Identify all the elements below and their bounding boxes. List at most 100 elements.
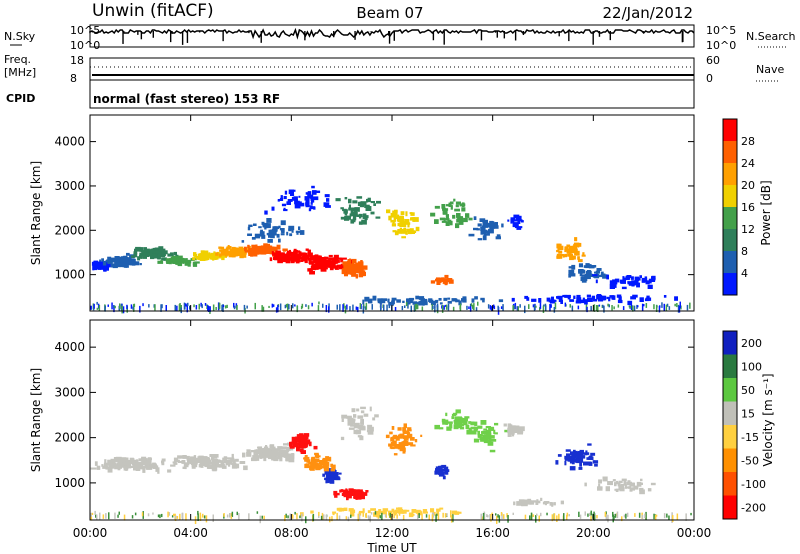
- scatter-cell: [466, 429, 472, 435]
- scatter-cell: [93, 263, 96, 268]
- scatter-cell: [372, 295, 377, 301]
- ground-scatter-cell: [410, 305, 412, 312]
- scatter-cell: [609, 280, 616, 284]
- scatter-cell: [399, 444, 404, 450]
- scatter-cell: [392, 510, 397, 514]
- velocity-cbar-segment: [723, 354, 737, 378]
- scatter-cell: [577, 455, 582, 460]
- scatter-cell: [194, 261, 200, 264]
- scatter-cell: [218, 460, 222, 463]
- scatter-cell: [357, 415, 364, 419]
- ground-scatter-cell: [357, 306, 359, 313]
- scatter-cell: [513, 219, 516, 222]
- ground-scatter-cell: [482, 513, 485, 521]
- ground-scatter-cell: [226, 514, 229, 518]
- ground-scatter-cell: [104, 305, 106, 312]
- scatter-cell: [400, 215, 404, 219]
- scatter-cell: [228, 462, 231, 467]
- scatter-cell: [448, 202, 452, 207]
- scatter-cell: [571, 248, 576, 254]
- ground-scatter-cell: [663, 303, 665, 311]
- ground-scatter-cell: [390, 516, 392, 520]
- ground-scatter-cell: [447, 306, 450, 311]
- scatter-cell: [599, 486, 603, 490]
- scatter-cell: [330, 468, 335, 472]
- ground-scatter-cell: [654, 514, 657, 520]
- scatter-cell: [360, 410, 365, 414]
- ground-scatter-cell: [489, 305, 492, 310]
- ground-scatter-cell: [614, 513, 617, 518]
- scatter-cell: [183, 456, 188, 459]
- scatter-cell: [295, 200, 300, 205]
- scatter-cell: [439, 302, 443, 305]
- scatter-cell: [270, 229, 273, 234]
- scatter-cell: [598, 483, 601, 489]
- scatter-cell: [411, 509, 417, 513]
- scatter-cell: [204, 253, 208, 259]
- scatter-cell: [611, 297, 614, 300]
- scatter-cell: [619, 279, 626, 284]
- scatter-cell: [560, 299, 563, 304]
- scatter-cell: [325, 259, 330, 264]
- scatter-cell: [445, 420, 448, 425]
- scatter-cell: [232, 462, 237, 468]
- scatter-cell: [287, 199, 293, 202]
- scatter-cell: [451, 298, 457, 302]
- scatter-cell: [454, 416, 459, 421]
- scatter-cell: [288, 249, 291, 255]
- scatter-cell: [359, 435, 364, 441]
- scatter-cell: [120, 261, 124, 265]
- scatter-cell: [513, 214, 520, 219]
- scatter-cell: [361, 219, 367, 225]
- ground-scatter-cell: [678, 306, 681, 313]
- scatter-cell: [401, 229, 407, 234]
- ground-scatter-cell: [605, 514, 608, 520]
- scatter-cell: [344, 273, 348, 277]
- scatter-cell: [434, 219, 439, 224]
- ground-scatter-cell: [105, 513, 107, 519]
- scatter-cell: [346, 261, 352, 265]
- scatter-cell: [362, 508, 365, 513]
- ground-scatter-cell: [198, 303, 200, 310]
- scatter-cell: [449, 201, 454, 205]
- ground-scatter-cell: [563, 513, 565, 521]
- scatter-cell: [251, 457, 257, 462]
- scatter-cell: [627, 300, 633, 306]
- ground-scatter-cell: [345, 516, 348, 520]
- ground-scatter-cell: [632, 305, 634, 312]
- scatter-cell: [507, 428, 510, 434]
- scatter-cell: [279, 456, 283, 462]
- scatter-cell: [456, 299, 460, 303]
- scatter-cell: [235, 251, 239, 254]
- power-ylabel: Slant Range [km]: [29, 161, 43, 265]
- scatter-cell: [488, 228, 494, 234]
- scatter-cell: [263, 457, 267, 462]
- scatter-cell: [359, 494, 365, 500]
- scatter-cell: [139, 263, 142, 266]
- ground-scatter-cell: [686, 304, 689, 311]
- ground-scatter-cell: [539, 302, 542, 309]
- scatter-cell: [260, 229, 263, 233]
- scatter-cell: [519, 429, 522, 432]
- ground-scatter-cell: [233, 302, 235, 308]
- scatter-cell: [480, 226, 485, 231]
- power-cbar-segment: [723, 119, 737, 141]
- scatter-cell: [443, 219, 446, 223]
- scatter-cell: [551, 296, 554, 301]
- nave-tick-60: 60: [706, 54, 720, 67]
- scatter-cell: [131, 255, 136, 258]
- ground-scatter-cell: [444, 304, 447, 307]
- scatter-cell: [366, 198, 369, 203]
- scatter-cell: [400, 211, 405, 216]
- scatter-cell: [600, 295, 606, 301]
- ground-scatter-cell: [323, 514, 325, 520]
- scatter-cell: [283, 207, 286, 211]
- scatter-cell: [358, 273, 363, 278]
- ground-scatter-cell: [349, 306, 351, 311]
- scatter-cell: [306, 459, 310, 463]
- scatter-cell: [459, 217, 464, 222]
- ground-scatter-cell: [611, 305, 613, 311]
- scatter-cell: [330, 260, 334, 265]
- nsky-panel: N.Sky 10^5 10^0 10^5 10^0 N.Search: [4, 24, 796, 52]
